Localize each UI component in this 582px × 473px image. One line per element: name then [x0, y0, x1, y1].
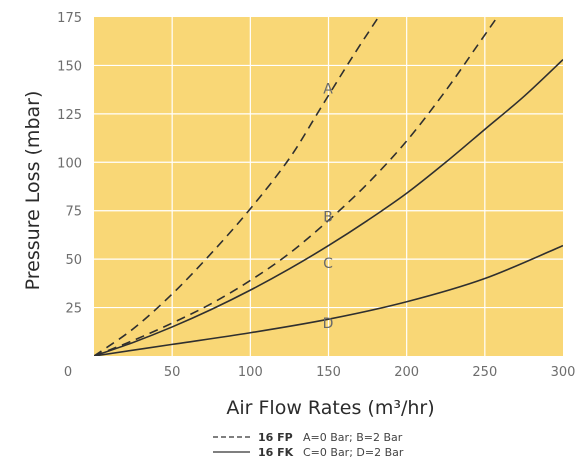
curve-labels: A B C D [323, 82, 334, 332]
curve-label-d: D [323, 316, 334, 332]
series-lines [94, 17, 563, 356]
y-tick-label-125: 125 [57, 108, 82, 123]
y-axis-title: Pressure Loss (mbar) [22, 91, 44, 291]
curve-label-a: A [323, 82, 333, 98]
x-tick-label-300: 300 [551, 365, 576, 380]
legend-description: A=0 Bar; B=2 Bar [303, 431, 403, 444]
y-tick-label-50: 50 [65, 253, 82, 268]
x-tick-label-0: 0 [64, 365, 72, 380]
curve-label-b: B [323, 210, 333, 226]
y-tick-label-100: 100 [57, 156, 82, 171]
x-tick-label-150: 150 [316, 365, 341, 380]
curve-label-c: C [323, 256, 333, 272]
x-axis-title: Air Flow Rates (m³/hr) [226, 397, 434, 419]
x-tick-label-50: 50 [164, 365, 181, 380]
grid-lines [94, 17, 563, 356]
series-line-d [94, 244, 563, 356]
y-tick-label-175: 175 [57, 11, 82, 26]
legend-code: 16 FP [258, 431, 293, 444]
x-tick-label-250: 250 [472, 365, 497, 380]
series-line-c [94, 59, 563, 356]
series-line-b [94, 17, 498, 356]
x-tick-label-100: 100 [238, 365, 263, 380]
y-tick-label-75: 75 [65, 205, 82, 220]
legend: 16 FP A=0 Bar; B=2 Bar 16 FK C=0 Bar; D=2 B… [213, 431, 404, 459]
legend-description: C=0 Bar; D=2 Bar [303, 446, 404, 459]
series-line-a [94, 17, 380, 356]
y-tick-label-150: 150 [57, 59, 82, 74]
tick-labels: 0 50 100 150 200 250 300 25 50 75 100 125 150 175 [57, 11, 575, 380]
x-tick-label-200: 200 [394, 365, 419, 380]
legend-code: 16 FK [258, 446, 294, 459]
y-tick-label-25: 25 [65, 302, 82, 317]
